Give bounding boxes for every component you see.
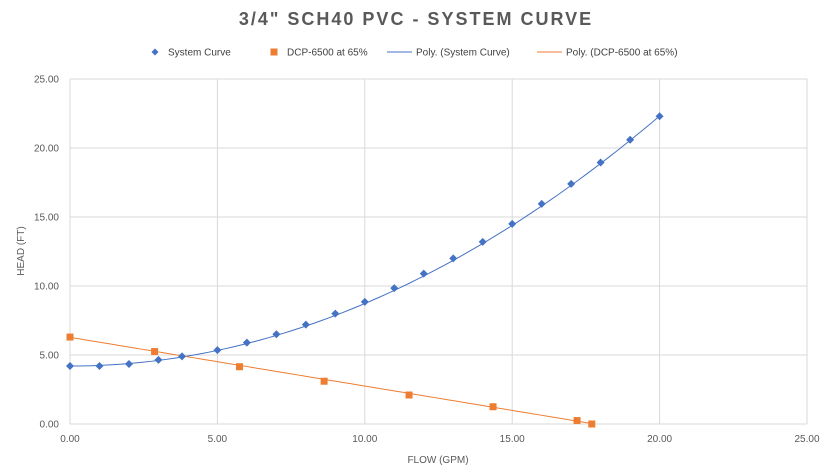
y-tick-label: 10.00 bbox=[34, 282, 59, 293]
legend-square-icon bbox=[270, 48, 278, 56]
system-curve-point bbox=[331, 309, 340, 318]
y-tick-label: 0.00 bbox=[40, 420, 60, 431]
pump-curve-point bbox=[489, 403, 497, 411]
system-curve-point bbox=[567, 179, 576, 188]
system-curve-point bbox=[508, 219, 517, 228]
data-markers bbox=[66, 112, 664, 428]
legend-item-dcp-6500-at-65: DCP-6500 at 65% bbox=[270, 48, 368, 59]
system-curve-point bbox=[66, 362, 74, 371]
chart-title: 3/4" SCH40 PVC - SYSTEM CURVE bbox=[239, 9, 593, 29]
y-axis-label: HEAD (FT) bbox=[16, 226, 27, 275]
system-curve-point bbox=[390, 284, 399, 293]
legend-diamond-icon bbox=[151, 48, 159, 56]
system-curve-point bbox=[655, 112, 664, 121]
x-tick-label: 5.00 bbox=[208, 434, 228, 445]
system-curve-point bbox=[124, 359, 133, 368]
tick-labels: 0.00 5.00 10.00 15.00 20.00 25.00 0.00 5.00 10.0… bbox=[34, 75, 820, 446]
legend-label: System Curve bbox=[168, 48, 231, 59]
legend-item-poly-system-curve: Poly. (System Curve) bbox=[387, 48, 510, 59]
trendline-dcp-6500 bbox=[69, 336, 592, 425]
system-curve-point bbox=[360, 297, 369, 306]
system-curve-point bbox=[478, 237, 487, 246]
y-tick-label: 25.00 bbox=[34, 75, 59, 86]
y-tick-label: 20.00 bbox=[34, 144, 59, 155]
pump-curve-point bbox=[320, 377, 328, 385]
system-curve-point bbox=[178, 352, 187, 361]
system-curve-point bbox=[213, 346, 222, 355]
legend-item-poly-dcp-6500-at-65: Poly. (DCP-6500 at 65%) bbox=[537, 48, 678, 59]
x-tick-label: 0.00 bbox=[60, 434, 80, 445]
y-tick-label: 15.00 bbox=[34, 213, 59, 224]
gridlines bbox=[69, 78, 808, 425]
x-axis-label: FLOW (GPM) bbox=[407, 455, 468, 466]
legend-label: DCP-6500 at 65% bbox=[287, 48, 368, 59]
system-curve-point bbox=[449, 254, 458, 263]
pump-curve-point bbox=[66, 333, 74, 341]
system-curve-point bbox=[154, 355, 163, 364]
legend: System Curve DCP-6500 at 65% Poly. (System… bbox=[151, 48, 678, 59]
system-curve-point bbox=[301, 320, 310, 329]
x-tick-label: 15.00 bbox=[500, 434, 525, 445]
pump-curve-point bbox=[573, 417, 581, 425]
pump-curve-point bbox=[588, 420, 596, 428]
legend-item-system-curve: System Curve bbox=[151, 48, 231, 59]
system-curve-point bbox=[596, 158, 605, 167]
legend-label: Poly. (System Curve) bbox=[416, 48, 510, 59]
system-curve-point bbox=[537, 199, 546, 208]
system-curve-point bbox=[95, 362, 104, 371]
system-curve-point bbox=[242, 338, 251, 347]
system-curve-point bbox=[272, 330, 281, 339]
pump-curve-point bbox=[151, 348, 159, 356]
legend-label: Poly. (DCP-6500 at 65%) bbox=[566, 48, 678, 59]
pump-curve-point bbox=[405, 391, 413, 399]
x-tick-label: 10.00 bbox=[352, 434, 377, 445]
system-curve-point bbox=[626, 135, 635, 144]
pump-curve-point bbox=[236, 363, 244, 371]
x-tick-label: 25.00 bbox=[794, 434, 819, 445]
system-curve-point bbox=[419, 269, 428, 278]
x-tick-label: 20.00 bbox=[647, 434, 672, 445]
y-tick-label: 5.00 bbox=[40, 351, 60, 362]
